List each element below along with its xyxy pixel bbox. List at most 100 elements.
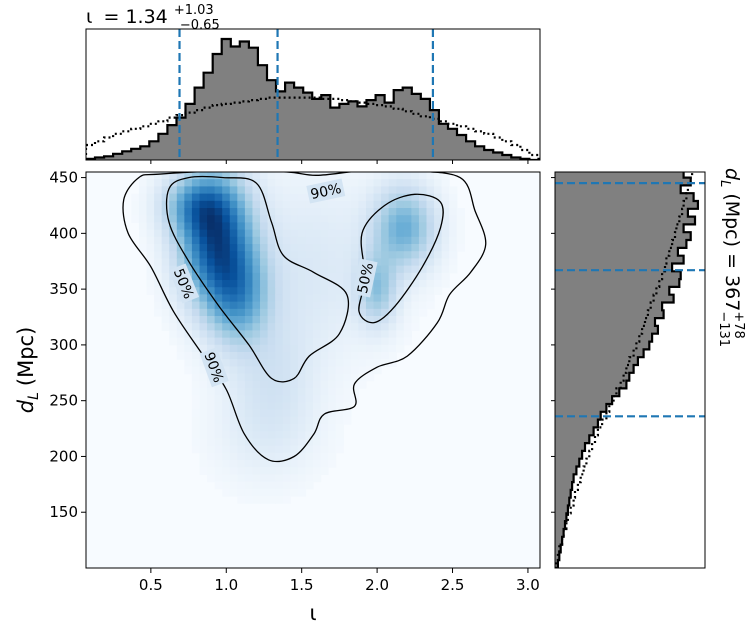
density-cell bbox=[214, 395, 223, 403]
contour-50-right-line bbox=[358, 193, 444, 324]
density-cell bbox=[184, 344, 193, 353]
density-cell bbox=[199, 388, 208, 396]
density-cell bbox=[267, 438, 276, 447]
density-cell bbox=[411, 244, 420, 252]
density-cell bbox=[297, 172, 307, 180]
density-cell bbox=[222, 438, 231, 447]
density-cell bbox=[403, 294, 412, 303]
density-cell bbox=[244, 460, 254, 468]
density-cell bbox=[365, 251, 375, 259]
density-cell bbox=[290, 236, 299, 245]
density-cell bbox=[154, 294, 163, 303]
density-cell bbox=[388, 200, 397, 209]
density-cell bbox=[191, 258, 201, 267]
density-cell bbox=[328, 251, 337, 259]
density-cell bbox=[214, 409, 223, 418]
density-cell bbox=[184, 265, 193, 274]
density-cell bbox=[426, 251, 435, 259]
density-cell bbox=[176, 337, 185, 346]
density-cell bbox=[388, 179, 397, 187]
density-cell bbox=[320, 301, 329, 310]
density-cell bbox=[252, 222, 261, 231]
density-cell bbox=[441, 215, 450, 223]
density-cell bbox=[176, 179, 185, 187]
density-cell bbox=[388, 316, 397, 324]
density-cell bbox=[441, 258, 450, 267]
density-cell bbox=[244, 258, 254, 267]
density-cell bbox=[335, 323, 344, 331]
density-cell bbox=[244, 409, 254, 418]
density-cell bbox=[449, 251, 458, 259]
density-cell bbox=[229, 445, 238, 454]
density-cell bbox=[350, 236, 359, 245]
density-cell bbox=[207, 460, 216, 468]
density-cell bbox=[328, 452, 337, 461]
density-cell bbox=[161, 179, 170, 187]
density-cell bbox=[388, 172, 397, 180]
density-cell bbox=[320, 208, 329, 216]
density-cell bbox=[335, 208, 344, 216]
density-cell bbox=[184, 215, 193, 223]
density-cell bbox=[305, 222, 314, 231]
density-cell bbox=[282, 251, 291, 259]
density-cell bbox=[282, 308, 291, 317]
density-cell bbox=[365, 236, 375, 245]
density-cell bbox=[138, 179, 148, 187]
density-cell bbox=[313, 294, 322, 303]
density-cell bbox=[199, 186, 208, 195]
density-cell bbox=[396, 186, 405, 195]
density-cell bbox=[222, 287, 231, 295]
density-cell bbox=[411, 323, 420, 331]
density-cell bbox=[252, 395, 261, 403]
density-cell bbox=[207, 244, 216, 252]
density-cell bbox=[214, 438, 223, 447]
density-cell bbox=[328, 323, 337, 331]
density-cell bbox=[207, 416, 216, 425]
density-cell bbox=[229, 323, 238, 331]
density-cell bbox=[381, 301, 390, 310]
density-cell bbox=[244, 388, 254, 396]
density-cell bbox=[176, 330, 185, 339]
density-cell bbox=[328, 316, 337, 324]
density-cell bbox=[396, 308, 405, 317]
density-cell bbox=[381, 344, 390, 353]
density-cell bbox=[426, 222, 435, 231]
density-cell bbox=[373, 251, 382, 259]
density-cell bbox=[214, 265, 223, 274]
density-cell bbox=[222, 244, 231, 252]
density-cell bbox=[426, 294, 435, 303]
density-cell bbox=[138, 236, 148, 245]
density-cell bbox=[335, 431, 344, 439]
density-cell bbox=[396, 337, 405, 346]
density-cell bbox=[297, 467, 307, 475]
density-cell bbox=[199, 316, 208, 324]
density-cell bbox=[305, 208, 314, 216]
density-cell bbox=[154, 172, 163, 180]
density-cell bbox=[138, 215, 148, 223]
density-cell bbox=[184, 193, 193, 202]
density-cell bbox=[161, 301, 170, 310]
density-cell bbox=[252, 186, 261, 195]
density-cell bbox=[252, 359, 261, 367]
density-cell bbox=[396, 215, 405, 223]
density-cell bbox=[426, 272, 435, 281]
density-cell bbox=[441, 272, 450, 281]
density-cell bbox=[222, 337, 231, 346]
density-cell bbox=[328, 445, 337, 454]
density-cell bbox=[267, 200, 276, 209]
density-cell bbox=[403, 236, 412, 245]
density-cell bbox=[237, 344, 246, 353]
density-cell bbox=[169, 193, 178, 202]
density-cell bbox=[411, 308, 420, 317]
density-cell bbox=[169, 337, 178, 346]
density-cell bbox=[290, 294, 299, 303]
density-cell bbox=[244, 488, 254, 497]
density-cell bbox=[335, 388, 344, 396]
density-cell bbox=[244, 179, 254, 187]
density-cell bbox=[169, 287, 178, 295]
density-cell bbox=[297, 208, 307, 216]
density-cell bbox=[275, 265, 284, 274]
density-cell bbox=[403, 251, 412, 259]
density-cell bbox=[328, 431, 337, 439]
density-cell bbox=[214, 229, 223, 238]
